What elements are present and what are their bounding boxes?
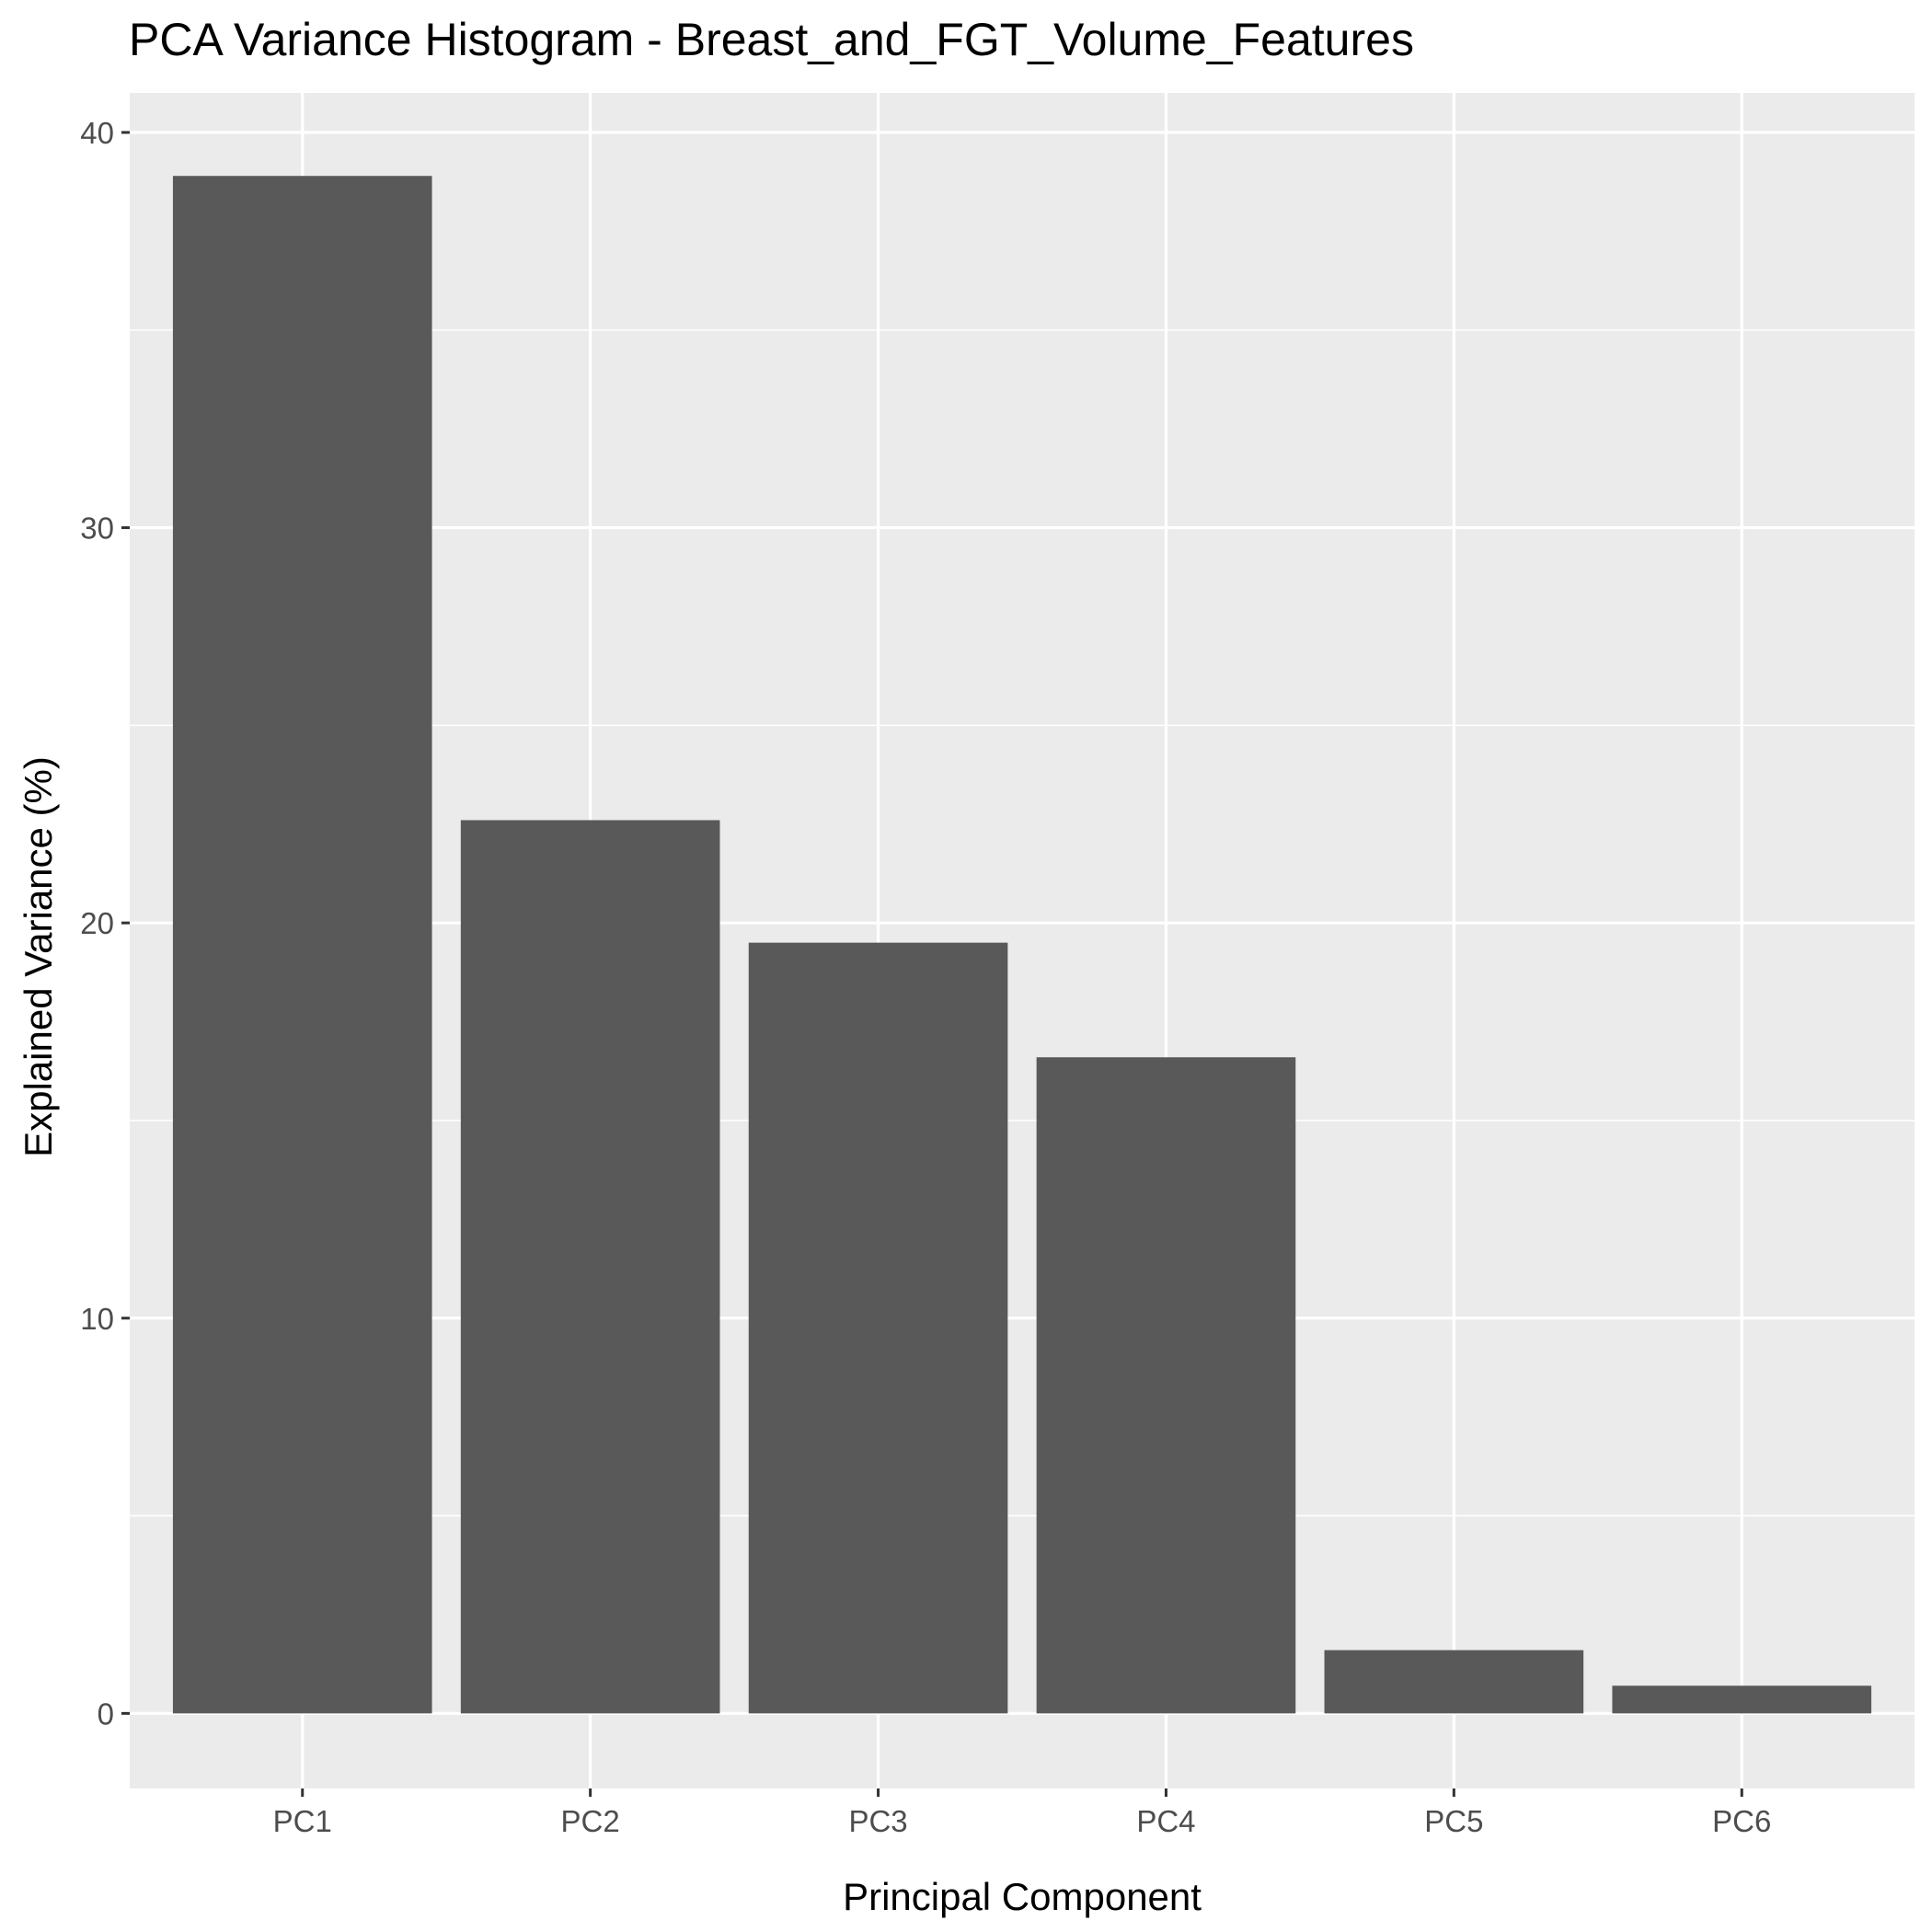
y-tick-label: 30 — [80, 512, 114, 546]
bar — [748, 942, 1008, 1714]
bar — [1324, 1650, 1584, 1714]
y-axis: 0 10 20 30 40 — [80, 116, 130, 1731]
x-axis-label: Principal Component — [843, 1875, 1202, 1918]
chart-title: PCA Variance Histogram - Breast_and_FGT_… — [129, 14, 1414, 65]
y-tick-label: 0 — [98, 1696, 114, 1731]
bar — [1612, 1685, 1872, 1714]
bar — [1036, 1057, 1296, 1714]
x-tick-label: PC2 — [561, 1804, 620, 1838]
y-axis-label: Explained Variance (%) — [17, 756, 60, 1157]
bar — [460, 820, 720, 1714]
bars — [172, 176, 1872, 1714]
x-tick-label: PC4 — [1136, 1804, 1195, 1838]
x-tick-label: PC1 — [273, 1804, 332, 1838]
x-axis: PC1 PC2 PC3 PC4 PC5 PC6 — [273, 1788, 1771, 1838]
y-tick-label: 20 — [80, 906, 114, 940]
x-tick-label: PC5 — [1424, 1804, 1483, 1838]
y-tick-label: 10 — [80, 1302, 114, 1336]
y-tick-label: 40 — [80, 116, 114, 150]
x-tick-label: PC6 — [1712, 1804, 1771, 1838]
x-tick-label: PC3 — [848, 1804, 907, 1838]
bar — [172, 176, 432, 1714]
